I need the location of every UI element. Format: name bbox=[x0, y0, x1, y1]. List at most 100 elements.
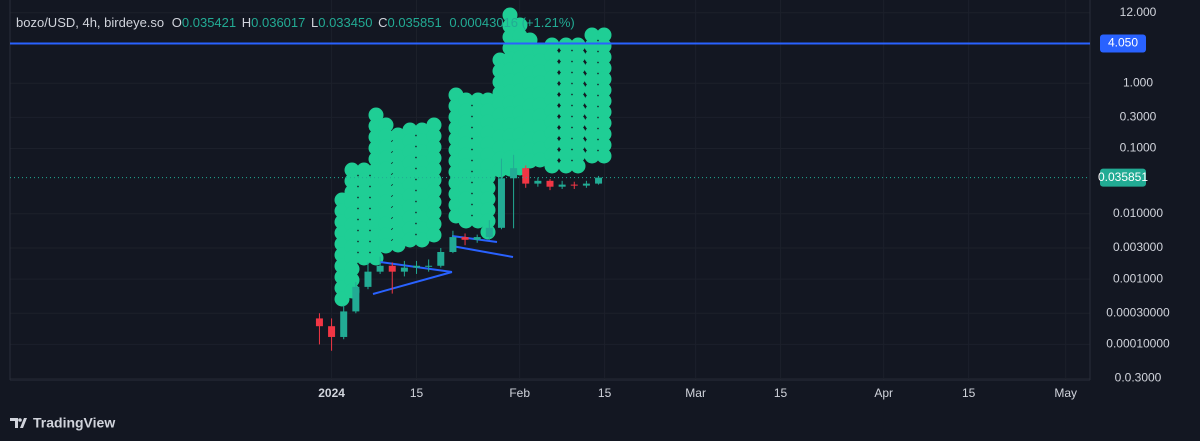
candle-body bbox=[340, 311, 348, 337]
drawing-dot bbox=[414, 232, 430, 248]
drawing-dot bbox=[480, 202, 496, 218]
candle-body bbox=[461, 237, 469, 240]
change: 0.00043016 (+1.21%) bbox=[449, 15, 574, 30]
drawing-dot bbox=[596, 82, 612, 98]
candle-body bbox=[400, 267, 408, 272]
trend-line bbox=[372, 271, 453, 295]
drawing-dot bbox=[390, 160, 406, 176]
candle-body bbox=[449, 237, 457, 253]
drawing-dot bbox=[584, 104, 600, 120]
drawing-dot bbox=[544, 37, 560, 53]
drawing-dot bbox=[480, 92, 496, 108]
drawing-dot bbox=[596, 38, 612, 54]
drawing-dot bbox=[390, 226, 406, 242]
drawing-dot bbox=[570, 103, 586, 119]
ohlc-value: 0.035421 bbox=[182, 15, 236, 30]
drawing-dot bbox=[344, 250, 360, 266]
drawing-dot bbox=[532, 130, 548, 146]
drawing-dot bbox=[344, 162, 360, 178]
drawing-dot bbox=[458, 158, 474, 174]
drawing-dot bbox=[378, 238, 394, 254]
candle-body bbox=[315, 318, 323, 327]
drawing-dot bbox=[414, 133, 430, 149]
drawing-dot bbox=[558, 114, 574, 130]
brand: TradingView bbox=[33, 415, 115, 431]
drawing-dot bbox=[532, 53, 548, 69]
price-tag-label: 4.050 bbox=[1108, 36, 1138, 50]
drawing-dot bbox=[402, 144, 418, 160]
drawing-dot bbox=[356, 195, 372, 211]
drawing-dot bbox=[378, 172, 394, 188]
drawing-dot bbox=[458, 191, 474, 207]
drawing-dot bbox=[390, 215, 406, 231]
drawing-dot bbox=[544, 147, 560, 163]
drawing-dot bbox=[414, 188, 430, 204]
candle-body bbox=[473, 237, 481, 240]
drawing-dot bbox=[532, 86, 548, 102]
drawing-dot bbox=[426, 216, 442, 232]
candle-body bbox=[522, 168, 530, 184]
drawing-dot bbox=[558, 48, 574, 64]
logo-mark bbox=[10, 418, 27, 428]
drawing-dot bbox=[584, 38, 600, 54]
y-tick-label: 0.1000 bbox=[1120, 141, 1157, 155]
candle-body bbox=[376, 265, 384, 272]
drawing-dot bbox=[558, 103, 574, 119]
drawing-dot bbox=[544, 81, 560, 97]
price-tag bbox=[1100, 168, 1146, 187]
drawing-dot bbox=[414, 144, 430, 160]
drawing-dot bbox=[426, 183, 442, 199]
drawing-dot bbox=[570, 125, 586, 141]
drawing-dot bbox=[532, 75, 548, 91]
drawing-dot bbox=[532, 42, 548, 58]
drawing-dot bbox=[584, 60, 600, 76]
drawing-dot bbox=[402, 210, 418, 226]
drawing-dot bbox=[570, 59, 586, 75]
drawing-dot bbox=[532, 97, 548, 113]
drawings bbox=[334, 7, 612, 307]
drawing-dot bbox=[458, 213, 474, 229]
drawing-dot bbox=[596, 49, 612, 65]
y-tick-label: 0.00030000 bbox=[1106, 305, 1170, 319]
drawing-dot bbox=[480, 180, 496, 196]
drawing-dot bbox=[414, 122, 430, 138]
drawing-dot bbox=[390, 149, 406, 165]
ohlc-value: 0.035851 bbox=[387, 15, 441, 30]
drawing-dot bbox=[414, 210, 430, 226]
drawing-dot bbox=[458, 92, 474, 108]
drawing-dot bbox=[596, 93, 612, 109]
x-tick-label: 15 bbox=[598, 386, 612, 400]
drawing-dot bbox=[426, 194, 442, 210]
drawing-dot bbox=[480, 136, 496, 152]
drawing-dot bbox=[480, 147, 496, 163]
drawing-dot bbox=[570, 37, 586, 53]
drawing-dot bbox=[414, 221, 430, 237]
drawing-dot bbox=[390, 127, 406, 143]
drawing-dot bbox=[344, 239, 360, 255]
y-tick-label: 0.0.3000 bbox=[1115, 371, 1162, 385]
drawing-dot bbox=[402, 232, 418, 248]
y-tick-label: 12.000 bbox=[1120, 5, 1157, 19]
drawing-dot bbox=[544, 158, 560, 174]
drawing-dot bbox=[356, 206, 372, 222]
drawing-dot bbox=[344, 217, 360, 233]
drawing-dot bbox=[584, 49, 600, 65]
drawing-dot bbox=[402, 221, 418, 237]
drawing-dot bbox=[558, 37, 574, 53]
drawing-dot bbox=[532, 119, 548, 135]
drawing-dot bbox=[558, 147, 574, 163]
drawing-dot bbox=[532, 108, 548, 124]
drawing-dot bbox=[426, 172, 442, 188]
drawing-dot bbox=[544, 70, 560, 86]
drawing-dot bbox=[390, 237, 406, 253]
drawing-dot bbox=[390, 193, 406, 209]
drawing-dot bbox=[378, 139, 394, 155]
drawing-dot bbox=[480, 103, 496, 119]
drawing-dot bbox=[558, 158, 574, 174]
drawing-dot bbox=[356, 250, 372, 266]
ohlc-label: H bbox=[242, 15, 251, 30]
drawing-dot bbox=[378, 205, 394, 221]
y-tick-label: 0.010000 bbox=[1113, 206, 1163, 220]
drawing-dot bbox=[596, 137, 612, 153]
ohlc-value: 0.033450 bbox=[318, 15, 372, 30]
